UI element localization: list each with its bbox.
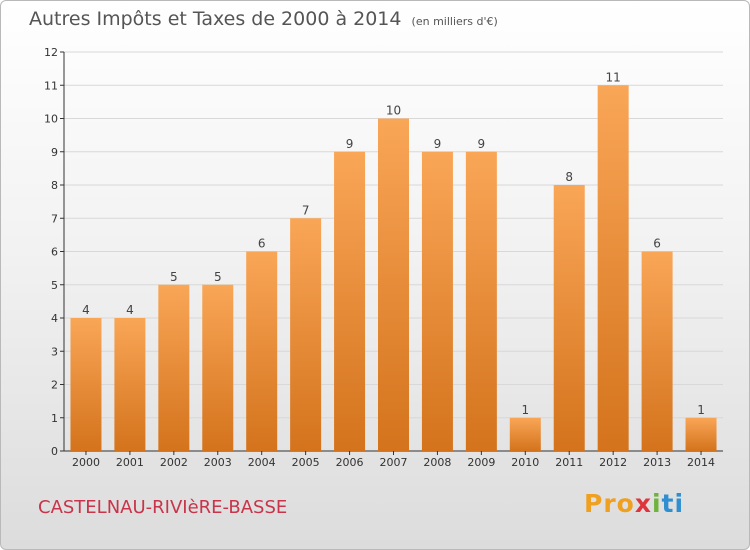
bar-value-label: 1 xyxy=(521,403,529,417)
x-tick-label: 2001 xyxy=(116,456,144,469)
bar xyxy=(553,185,585,451)
bar xyxy=(597,85,629,451)
bar xyxy=(70,318,102,451)
bar xyxy=(290,218,322,451)
bar-value-label: 10 xyxy=(386,104,401,118)
x-tick-label: 2005 xyxy=(292,456,320,469)
logo-part-x: x xyxy=(634,489,652,518)
y-tick-label: 0 xyxy=(51,445,58,458)
y-tick-label: 11 xyxy=(44,79,58,92)
y-tick-label: 10 xyxy=(44,113,58,126)
bar-value-label: 9 xyxy=(346,137,354,151)
x-tick-label: 2014 xyxy=(687,456,715,469)
bar-value-label: 9 xyxy=(478,137,486,151)
x-tick-label: 2004 xyxy=(248,456,276,469)
x-tick-label: 2007 xyxy=(380,456,408,469)
bar-value-label: 5 xyxy=(214,270,222,284)
bar-value-label: 11 xyxy=(606,70,621,84)
bar xyxy=(641,251,673,451)
x-tick-label: 2000 xyxy=(72,456,100,469)
bar xyxy=(158,284,190,451)
logo-part-pro: Pro xyxy=(584,489,635,518)
x-tick-label: 2003 xyxy=(204,456,232,469)
bar xyxy=(334,151,366,451)
y-tick-label: 9 xyxy=(51,146,58,159)
bar xyxy=(509,417,541,451)
x-tick-label: 2008 xyxy=(423,456,451,469)
bar xyxy=(114,318,146,451)
commune-name: CASTELNAU-RIVIèRE-BASSE xyxy=(38,497,288,518)
bar-value-label: 4 xyxy=(82,303,90,317)
proxiti-logo: Proxiti xyxy=(584,489,684,518)
bar-value-label: 6 xyxy=(258,237,266,251)
x-tick-label: 2011 xyxy=(555,456,583,469)
y-tick-label: 3 xyxy=(51,345,58,358)
y-tick-label: 6 xyxy=(51,246,58,259)
bar-value-label: 1 xyxy=(697,403,705,417)
bar-value-label: 8 xyxy=(565,170,573,184)
y-tick-label: 5 xyxy=(51,279,58,292)
y-tick-label: 2 xyxy=(51,379,58,392)
bar xyxy=(246,251,278,451)
bar xyxy=(465,151,497,451)
x-tick-label: 2012 xyxy=(599,456,627,469)
x-tick-label: 2009 xyxy=(467,456,495,469)
x-tick-label: 2013 xyxy=(643,456,671,469)
bar-value-label: 6 xyxy=(653,237,661,251)
chart-title: Autres Impôts et Taxes de 2000 à 2014 (e… xyxy=(29,8,498,30)
chart-subtitle: (en milliers d'€) xyxy=(411,15,498,28)
bar-value-label: 7 xyxy=(302,203,310,217)
bar xyxy=(421,151,453,451)
bar xyxy=(202,284,234,451)
bar xyxy=(685,417,717,451)
y-tick-label: 1 xyxy=(51,412,58,425)
bar-value-label: 9 xyxy=(434,137,442,151)
bar xyxy=(378,118,409,451)
chart-title-text: Autres Impôts et Taxes de 2000 à 2014 xyxy=(29,8,402,30)
y-tick-label: 12 xyxy=(44,46,58,59)
y-tick-label: 8 xyxy=(51,179,58,192)
x-tick-label: 2010 xyxy=(511,456,539,469)
logo-part-ti: ti xyxy=(661,489,685,518)
bar-value-label: 4 xyxy=(126,303,134,317)
y-tick-label: 7 xyxy=(51,212,58,225)
bar-value-label: 5 xyxy=(170,270,178,284)
x-tick-label: 2006 xyxy=(336,456,364,469)
logo-part-i: i xyxy=(651,489,662,518)
y-tick-label: 4 xyxy=(51,312,58,325)
x-tick-label: 2002 xyxy=(160,456,188,469)
